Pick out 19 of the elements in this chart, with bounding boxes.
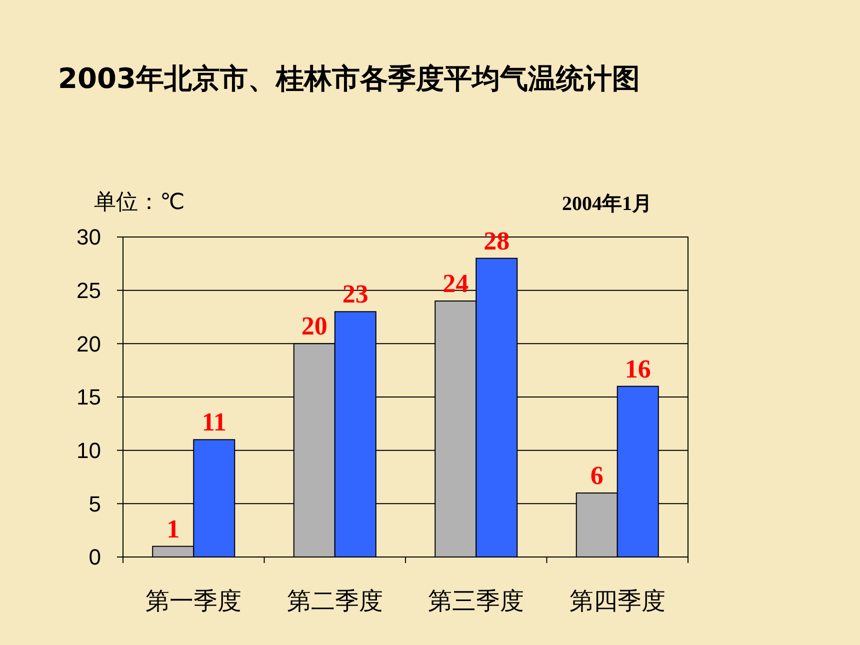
y-tick-label: 25 bbox=[76, 278, 101, 304]
text: 2004年1月 bbox=[562, 193, 652, 215]
x-tick-label: 第二季度 bbox=[286, 587, 383, 615]
data-label: 11 bbox=[202, 408, 226, 437]
y-tick-label: 10 bbox=[76, 438, 101, 464]
y-tick-label: 0 bbox=[88, 544, 101, 570]
x-tick-label: 第三季度 bbox=[428, 587, 524, 615]
y-tick-label: 5 bbox=[88, 491, 101, 516]
y-tick-label: 20 bbox=[76, 331, 101, 356]
text: 单位：℃ bbox=[94, 190, 185, 215]
data-label: 1 bbox=[166, 514, 180, 544]
data-label: 16 bbox=[624, 354, 651, 384]
x-tick-label: 第一季度 bbox=[146, 587, 242, 615]
y-tick-label: 15 bbox=[76, 384, 101, 410]
y-tick-label: 30 bbox=[76, 224, 101, 250]
data-label: 6 bbox=[590, 461, 604, 490]
data-label: 20 bbox=[301, 312, 328, 341]
x-tick-label: 第四季度 bbox=[569, 587, 666, 615]
chart-title: 2003年北京市、桂林市各季度平均气温统计图 bbox=[58, 62, 640, 95]
